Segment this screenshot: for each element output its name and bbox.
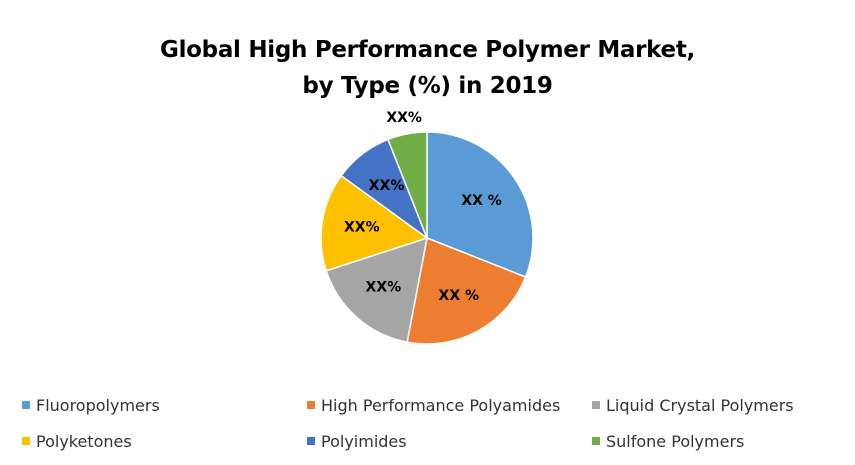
slice-data-label-2: XX% (366, 280, 402, 296)
chart-legend: Fluoropolymers High Performance Polyamide… (0, 392, 855, 456)
slice-data-label-1: XX % (439, 288, 480, 304)
legend-item-4: Polyimides (307, 428, 407, 454)
chart-title-line-2: by Type (%) in 2019 (302, 73, 553, 99)
slice-data-label-4: XX% (369, 178, 405, 194)
legend-label-5: Sulfone Polymers (606, 431, 745, 451)
legend-label-3: Polyketones (36, 431, 132, 451)
legend-swatch-0 (22, 401, 30, 409)
slice-data-label-0: XX % (461, 193, 502, 209)
pie-slice-0 (426, 131, 534, 278)
legend-swatch-5 (592, 437, 600, 445)
chart-title-line-1: Global High Performance Polymer Market, (160, 37, 695, 63)
legend-label-0: Fluoropolymers (36, 395, 160, 415)
pie-slice-5 (387, 131, 428, 239)
pie-slice-1 (406, 236, 527, 345)
legend-item-2: Liquid Crystal Polymers (592, 392, 794, 418)
legend-swatch-2 (592, 401, 600, 409)
legend-item-3: Polyketones (22, 428, 132, 454)
pie-slice-2 (325, 236, 428, 343)
pie-slice-3 (320, 174, 429, 272)
legend-item-5: Sulfone Polymers (592, 428, 744, 454)
legend-item-0: Fluoropolymers (22, 392, 160, 418)
legend-item-1: High Performance Polyamides (307, 392, 560, 418)
legend-label-1: High Performance Polyamides (321, 395, 561, 415)
legend-swatch-4 (307, 437, 315, 445)
slice-data-label-3: XX% (344, 220, 380, 236)
legend-swatch-3 (22, 437, 30, 445)
slice-data-label-5: XX% (386, 110, 422, 126)
legend-label-2: Liquid Crystal Polymers (606, 395, 794, 415)
legend-swatch-1 (307, 401, 315, 409)
chart-title: Global High Performance Polymer Market, … (0, 32, 855, 104)
legend-label-4: Polyimides (321, 431, 407, 451)
